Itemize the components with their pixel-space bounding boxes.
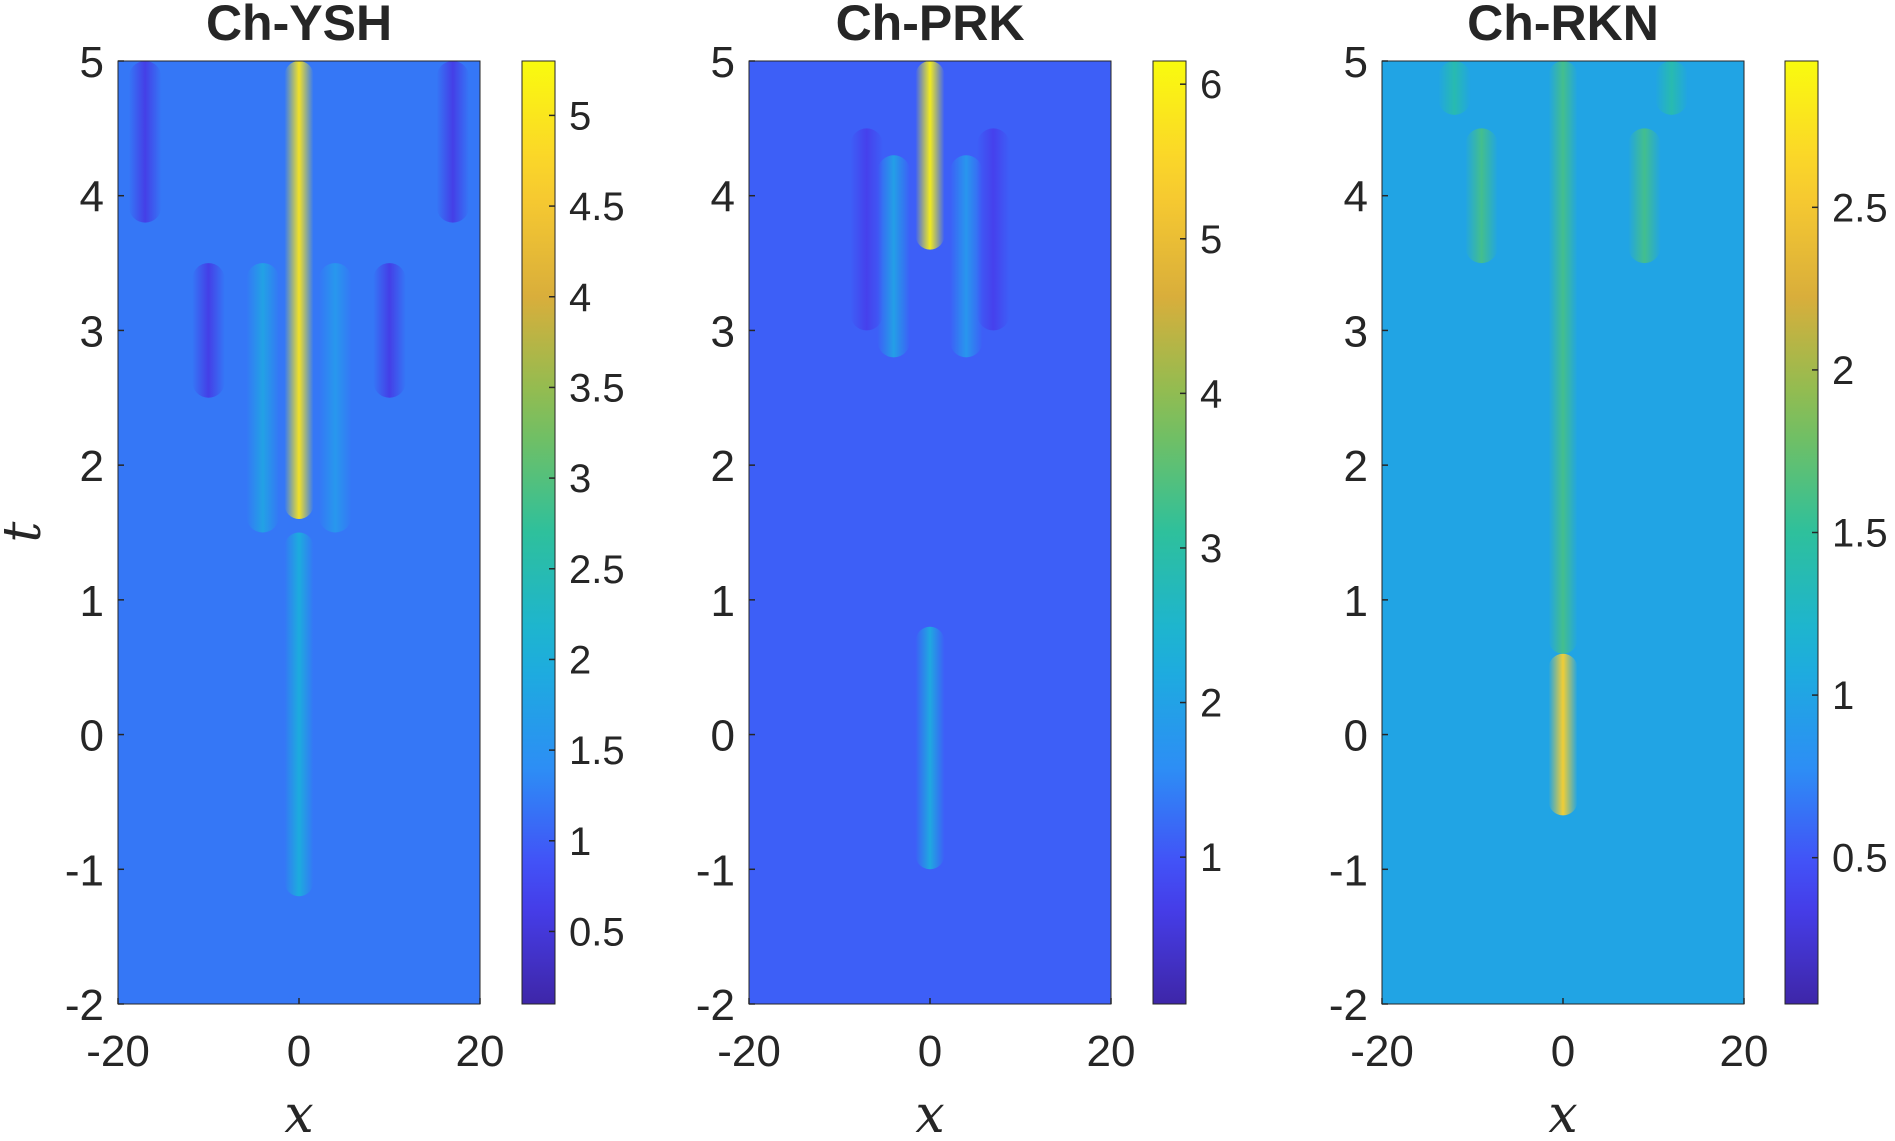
x-tick-label: -20 xyxy=(717,1027,781,1076)
heatmap-streak xyxy=(1655,61,1688,115)
y-tick-label: -2 xyxy=(1329,981,1368,1030)
y-tick-label: 1 xyxy=(711,577,735,626)
y-tick-label: 5 xyxy=(711,38,735,87)
x-axis-label: x xyxy=(284,1085,313,1141)
colorbar-tick-label: 3 xyxy=(1200,527,1222,571)
y-tick-label: -1 xyxy=(1329,846,1368,895)
y-tick-label: 3 xyxy=(1344,307,1368,356)
heatmap-streak xyxy=(1548,61,1578,654)
y-tick-label: 4 xyxy=(711,173,735,222)
colorbar-tick-label: 4 xyxy=(1200,372,1222,416)
colorbar-tick-label: 1.5 xyxy=(569,729,625,773)
heatmap-features xyxy=(1438,61,1688,816)
heatmap-streak xyxy=(915,61,945,250)
heatmap-streak xyxy=(1465,128,1498,264)
heatmap-streak xyxy=(373,263,406,398)
panel-title: Ch-YSH xyxy=(206,0,392,51)
colorbar-tick-label: 5 xyxy=(1200,218,1222,262)
x-tick-label: 20 xyxy=(1720,1027,1769,1076)
heatmap-streak xyxy=(318,263,352,533)
y-tick-label: 4 xyxy=(80,173,104,222)
colorbar-tick-label: 3 xyxy=(569,457,591,501)
y-tick-label: 5 xyxy=(80,38,104,87)
y-tick-label: 2 xyxy=(711,442,735,491)
heatmap-streak xyxy=(128,61,162,223)
heatmap-streak xyxy=(915,626,945,870)
colorbar-tick-label: 4 xyxy=(569,276,591,320)
heatmap-streak xyxy=(877,155,911,358)
heatmap-streak xyxy=(977,128,1010,331)
colorbar-tick-label: 1 xyxy=(1832,674,1854,718)
y-tick-label: -2 xyxy=(65,981,104,1030)
heatmap-streak xyxy=(1548,653,1578,816)
colorbar-tick-label: 0.5 xyxy=(569,910,625,954)
x-tick-label: 0 xyxy=(918,1027,942,1076)
x-tick-label: -20 xyxy=(1350,1027,1414,1076)
y-tick-label: -1 xyxy=(65,846,104,895)
colorbar-tick-label: 6 xyxy=(1200,63,1222,107)
colorbar xyxy=(1152,60,1187,1005)
colorbar-tick-label: 0.5 xyxy=(1832,837,1888,881)
heatmap-streak xyxy=(949,155,983,358)
y-tick-label: 1 xyxy=(1344,577,1368,626)
y-tick-label: -2 xyxy=(696,981,735,1030)
heatmap-streak xyxy=(246,263,280,533)
y-axis-label: t xyxy=(0,521,53,542)
y-tick-label: 4 xyxy=(1344,173,1368,222)
panel-1: Ch-YSH -2 -1 0 1 2 3 4 5 -20 0 20 x 0.5 1 1.5 2 2.5 3 3.5 4 4… xyxy=(65,0,625,1141)
colorbar-tick-label: 1 xyxy=(569,820,591,864)
heatmap-streak xyxy=(436,61,470,223)
colorbar-tick-label: 2 xyxy=(1832,349,1854,393)
colorbar-tick-label: 2 xyxy=(569,638,591,682)
colorbar-tick-label: 2 xyxy=(1200,682,1222,726)
heatmap-streak xyxy=(284,61,314,520)
colorbar-tick-label: 3.5 xyxy=(569,366,625,410)
x-tick-label: 20 xyxy=(1087,1027,1136,1076)
x-tick-label: -20 xyxy=(86,1027,150,1076)
heatmap-streak xyxy=(192,263,225,398)
colorbar-tick-label: 4.5 xyxy=(569,185,625,229)
colorbar-tick-label: 1.5 xyxy=(1832,512,1888,556)
y-tick-label: 1 xyxy=(80,577,104,626)
panel-3: Ch-RKN -2 -1 0 1 2 3 4 5 -20 0 20 x 0.5 1 1.5 2 2.5 xyxy=(1329,0,1888,1141)
y-tick-label: 3 xyxy=(80,307,104,356)
x-tick-label: 0 xyxy=(287,1027,311,1076)
colorbar-tick-label: 2.5 xyxy=(569,548,625,592)
heatmap-features xyxy=(850,61,1010,870)
y-tick-label: -1 xyxy=(696,846,735,895)
y-tick-label: 2 xyxy=(1344,442,1368,491)
x-tick-label: 20 xyxy=(456,1027,505,1076)
colorbar xyxy=(521,60,556,1005)
x-axis-label: x xyxy=(1548,1085,1577,1141)
heatmap-streak xyxy=(284,532,314,897)
y-tick-label: 0 xyxy=(711,712,735,761)
colorbar-tick-label: 1 xyxy=(1200,836,1222,880)
heatmap-streak xyxy=(1628,128,1661,264)
colorbar-tick-label: 5 xyxy=(569,94,591,138)
panel-2: Ch-PRK -2 -1 0 1 2 3 4 5 -20 0 20 x 1 2 3 4 5 6 xyxy=(696,0,1222,1141)
y-tick-label: 2 xyxy=(80,442,104,491)
y-tick-label: 5 xyxy=(1344,38,1368,87)
y-tick-label: 0 xyxy=(80,712,104,761)
x-axis-label: x xyxy=(915,1085,944,1141)
colorbar-tick-label: 2.5 xyxy=(1832,186,1888,230)
y-tick-label: 0 xyxy=(1344,712,1368,761)
y-tick-label: 3 xyxy=(711,307,735,356)
heatmap-streak xyxy=(1438,61,1471,115)
heatmap-features xyxy=(128,61,470,897)
panel-title: Ch-RKN xyxy=(1467,0,1659,51)
heatmap-streak xyxy=(850,128,883,331)
x-tick-label: 0 xyxy=(1551,1027,1575,1076)
panel-title: Ch-PRK xyxy=(836,0,1025,51)
